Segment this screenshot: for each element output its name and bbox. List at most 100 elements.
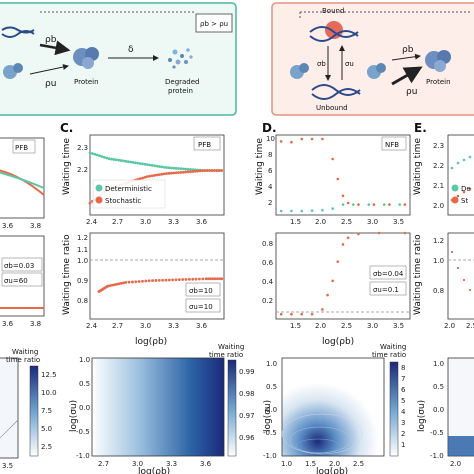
d2-xtick-0: 1.5 (290, 322, 301, 330)
panel-b-top: PFB 3.6 3.8 (0, 137, 45, 230)
e2-xtick-0: 2.0 (444, 322, 455, 330)
series-point (150, 163, 154, 167)
schematic-left: ρb ρu Protein δ Degraded protein ρb > ρu (0, 2, 237, 116)
c-xtick-0: 2.4 (86, 218, 98, 226)
e-ylabel: Waiting time (413, 138, 423, 195)
d-xtick-0: 1.5 (290, 218, 301, 226)
cbar-title-b-line1: Waiting (12, 348, 38, 356)
series-point (160, 172, 164, 176)
c-cbar-tick-0: 0.99 (239, 368, 255, 376)
d2-xlabel: log(ρb) (322, 337, 354, 347)
c2-xtick-2: 3.0 (140, 322, 151, 330)
series-point (106, 284, 110, 288)
series-point (194, 277, 198, 281)
colorbar-d (389, 361, 399, 457)
protein-icon (73, 47, 99, 69)
series-point (215, 277, 219, 281)
cbar-title-c-line2: time ratio (209, 351, 243, 359)
series-point (204, 277, 208, 281)
e3-ylabel: log(σu) (417, 400, 427, 432)
d-cbar-tick-3: 5 (401, 397, 405, 405)
c-xtick-3: 3.3 (168, 218, 179, 226)
series-point (100, 155, 104, 158)
series-point (105, 156, 109, 160)
colorbar-c (227, 359, 237, 457)
scatter-point (341, 243, 345, 246)
series-point (157, 165, 161, 168)
e-ytick-3: 2.3 (433, 142, 444, 150)
series-point (172, 171, 176, 175)
heatmap-e: log(σu) 1.0 0.5 0.0 -0.5 -1.0 2.0 (417, 357, 474, 468)
series-point (162, 172, 166, 176)
cbar-title-d-line1: Waiting (380, 343, 406, 351)
protein-right-product-icon (425, 50, 451, 72)
c-ytick-0: 2.2 (77, 166, 88, 174)
series-point (155, 164, 159, 168)
c3-ytick-0: 1.0 (79, 356, 90, 364)
e-ytick-0: 2.0 (433, 202, 444, 210)
series-point (138, 177, 142, 181)
series-point (179, 171, 183, 174)
series-point (179, 167, 183, 171)
b-cbar-tick-0: 12.5 (41, 371, 57, 379)
d3-ytick-0: 1.0 (266, 360, 277, 368)
d2-ytick-2: 0.6 (262, 259, 274, 267)
tick-b-x-1: 3.8 (30, 222, 41, 230)
rho-u-arrow (29, 64, 69, 75)
rho-u-label: ρu (45, 79, 56, 89)
d-cbar-tick-5: 3 (401, 419, 405, 427)
series-point (210, 169, 214, 172)
series-point (218, 277, 221, 281)
scatter-point (290, 312, 293, 316)
cbar-title-d-line2: time ratio (372, 351, 406, 359)
d-ylabel: Waiting time (255, 138, 265, 195)
d-cbar-tick-7: 1 (401, 441, 405, 449)
degraded-protein-icon (168, 48, 193, 69)
rho-b-right-label: ρb (402, 45, 414, 55)
series-point (144, 279, 148, 283)
series-point (167, 166, 171, 170)
colorbar-b (29, 365, 39, 457)
c2-ytick-2: 1.0 (77, 257, 88, 265)
series-point (220, 169, 224, 172)
series-point (174, 278, 178, 282)
e3-ytick-4: -1.0 (430, 452, 444, 460)
scatter-point (290, 209, 293, 213)
series-point (169, 171, 173, 175)
series-point (215, 169, 219, 172)
d2-xtick-1: 2.0 (315, 322, 326, 330)
scatter-point (326, 293, 329, 297)
sigma-u-label: σu (345, 60, 354, 68)
scatter-point (352, 203, 355, 206)
d-xtick-2: 2.5 (341, 218, 352, 226)
series-point (148, 174, 152, 178)
scatter-point (290, 140, 293, 144)
series-point (184, 278, 188, 281)
series-point (143, 162, 147, 166)
series-point (143, 175, 147, 179)
series-point (177, 278, 181, 282)
c3-ylabel: log(σu) (69, 400, 79, 432)
schematic-right: Bound Unbound σb σu ρb ρu Protein (271, 2, 474, 116)
c2-ytick-1: 0.9 (77, 277, 88, 285)
series-point (122, 159, 125, 163)
d-ytick-1: 4 (268, 183, 273, 191)
series-point (208, 169, 212, 172)
d3-xtick-1: 1.5 (305, 460, 316, 468)
e2-ytick-2: 1.2 (433, 237, 444, 245)
series-point (191, 170, 195, 173)
d3-xtick-2: 2.0 (329, 460, 340, 468)
param-c-sigma-u: σu=10 (189, 303, 213, 311)
schematic-left-frame (0, 2, 237, 116)
series-point (141, 279, 144, 283)
rho-b-label: ρb (45, 35, 57, 45)
scatter-point (331, 157, 334, 161)
c-xtick-4: 3.6 (196, 218, 208, 226)
scatter-point (341, 194, 345, 198)
series-point (155, 173, 159, 177)
scatter-point (310, 209, 314, 212)
bound-dna-icon (309, 26, 359, 38)
scatter-point (336, 177, 340, 181)
protein-right-label: Protein (426, 78, 451, 86)
series-point (150, 174, 154, 178)
